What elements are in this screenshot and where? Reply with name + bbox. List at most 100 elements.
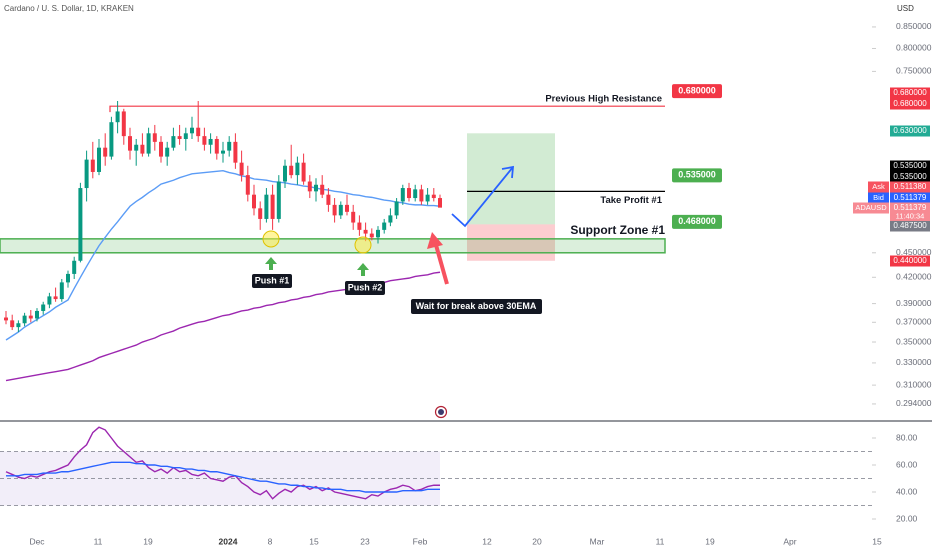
candle-body [190,127,194,134]
candle-body [388,215,393,223]
x-tick-label: 11 [656,536,665,546]
level-badge [672,84,722,99]
candle-body [115,111,120,123]
price-badge [890,171,930,183]
candle-body [84,159,89,189]
candle-body [121,111,126,137]
y-tick-label: 20.00 [896,513,918,523]
price-badge-name: Bid [873,193,884,202]
candle-body [221,150,225,154]
candle-body [177,136,182,139]
level-badge-label: 0.468000 [678,216,716,226]
projection-arrow [451,166,514,228]
price-badge [890,160,930,172]
y-tick-label: 0.370000 [896,317,932,327]
x-tick-label: Mar [590,536,605,546]
y-tick-label: 0.850000 [896,21,932,31]
candle-body [59,282,64,300]
x-tick-label: 19 [143,536,153,546]
price-badge-label: 0.535000 [893,172,927,181]
price-badge-name-bg [853,202,889,214]
candle-body [134,144,139,151]
candle-body [338,204,343,216]
level-badge-label: 0.535000 [678,170,716,180]
y-tick-label: 0.390000 [896,298,932,308]
price-badge [890,220,930,232]
level-badge [672,214,722,229]
candle-body [35,310,39,319]
candle-body [10,320,15,328]
candle-body [264,194,269,219]
candle-body [438,198,442,208]
candle-body [66,273,70,283]
price-badge-name: ADAUSD [855,203,887,212]
x-tick-label: 20 [532,536,542,546]
push-label-bg [252,274,292,288]
candle-body [28,315,33,319]
candle-body [314,184,318,192]
candle-body [332,204,337,216]
candle-body [320,184,325,195]
resistance-line [109,105,665,113]
y-tick-label: 0.420000 [896,272,932,282]
candle-body [270,194,275,219]
candle-body [78,188,83,261]
note-bg [411,299,542,314]
candle-body [276,181,281,219]
y-tick-label: 0.350000 [896,336,932,346]
candle-body [41,304,46,311]
y-tick-label: 0.450000 [896,247,932,257]
y-tick-label: 0.294000 [896,398,932,408]
y-tick-label: 0.800000 [896,43,932,53]
x-tick-label: 11 [94,536,103,546]
candle-body [53,296,58,300]
price-badge-label: 0.630000 [893,126,927,135]
candle-body [165,147,170,157]
stop-box [467,224,555,261]
candle-body [159,141,163,157]
candle-body [109,122,114,157]
candle-body [16,323,21,328]
price-badge-label: 0.511380 [894,182,927,191]
indicator-line [5,426,440,500]
price-badge-name-bg [868,192,889,204]
plot-layer: 0.850000 0.800000 0.750000 0.450000 0.420000… [0,21,932,546]
price-badge-label: 0.511379 [894,203,927,212]
x-tick-label: 23 [360,536,370,546]
candle-body [4,317,8,321]
x-tick-label: 2024 [219,536,238,546]
candle-body [233,141,238,163]
price-badge [890,181,930,193]
price-badge-label: 0.511379 [894,193,927,202]
candle-body [97,147,101,172]
price-badge-name-bg [868,181,889,193]
candle-body [245,175,250,195]
candle-body [171,136,176,148]
candle-body [258,208,263,219]
annotation-text: Support Zone #1 [570,223,665,237]
candle-body [208,138,213,145]
candle-body [252,194,256,209]
candle-body [239,162,244,176]
y-tick-label: 80.00 [896,432,918,442]
y-tick-label: 40.00 [896,486,918,496]
candle-body [301,162,306,182]
candle-body [289,165,294,176]
x-tick-label: Dec [29,536,45,546]
candle-body [407,188,411,199]
x-tick-label: Feb [413,536,428,546]
candle-body [413,189,418,199]
candle-body [394,201,399,216]
indicator-line [5,170,441,341]
candle-body [307,181,312,192]
candle-body [90,159,95,172]
candle-body [47,296,52,305]
x-tick-label: 15 [309,536,319,546]
up-arrow [265,257,277,270]
support-zone [0,238,666,254]
y-tick-label: 0.330000 [896,357,932,367]
price-badge [890,192,930,204]
x-tick-label: 8 [268,536,273,546]
candle-body [382,222,387,230]
push-circle [262,230,280,248]
